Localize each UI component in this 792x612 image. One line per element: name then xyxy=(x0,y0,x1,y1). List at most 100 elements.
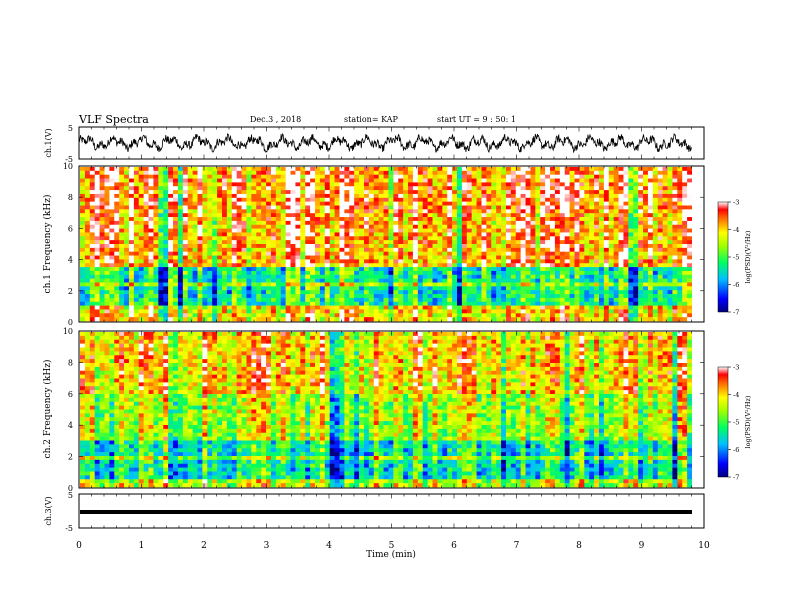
spectrogram-cell xyxy=(143,167,149,172)
spectrogram-cell xyxy=(471,209,477,214)
spectrogram-cell xyxy=(471,167,477,172)
spectrogram-cell xyxy=(515,282,521,287)
spectrogram-cell xyxy=(300,240,306,245)
spectrogram-cell xyxy=(520,178,526,183)
spectrogram-cell xyxy=(305,167,311,172)
spectrogram-cell xyxy=(471,193,477,199)
spectrogram-cell xyxy=(285,247,291,252)
spectrogram-cell xyxy=(623,270,629,276)
spectrogram-cell xyxy=(452,167,458,172)
spectrogram-cell xyxy=(466,263,472,268)
spectrogram-cell xyxy=(324,263,330,268)
spectrogram-cell xyxy=(574,232,580,237)
spectrogram-cell xyxy=(251,301,257,306)
spectrogram-cell xyxy=(559,274,566,279)
spectrogram-cell xyxy=(584,220,590,226)
spectrogram-cell xyxy=(339,174,345,179)
spectrogram-cell xyxy=(168,228,174,233)
spectrogram-cell xyxy=(270,224,277,229)
spectrogram-cell xyxy=(378,282,384,287)
spectrogram-cell xyxy=(643,167,649,172)
spectrogram-cell xyxy=(594,220,600,226)
spectrogram-cell xyxy=(226,236,233,241)
spectrogram-cell xyxy=(618,201,624,206)
spectrogram-cell xyxy=(368,213,375,218)
spectrogram-cell xyxy=(251,305,257,310)
spectrogram-cell xyxy=(158,217,164,222)
spectrogram-cell xyxy=(584,274,590,279)
spectrogram-cell xyxy=(158,297,164,303)
spectrogram-cell xyxy=(657,224,663,229)
spectrogram-cell xyxy=(270,217,277,222)
spectrogram-cell xyxy=(104,193,110,199)
spectrogram-cell xyxy=(417,255,424,260)
spectrogram-cell xyxy=(520,270,526,276)
spectrogram-cell xyxy=(197,174,203,179)
spectrogram-cell xyxy=(417,297,424,303)
spectrogram-cell xyxy=(540,274,546,279)
spectrogram-cell xyxy=(584,313,590,318)
spectrogram-cell xyxy=(354,193,360,199)
spectrogram-cell xyxy=(280,232,286,237)
spectrogram-cell xyxy=(231,297,237,303)
spectrogram-cell xyxy=(647,224,654,229)
spectrogram-cell xyxy=(168,178,174,183)
spectrogram-cell xyxy=(618,186,624,191)
spectrogram-cell xyxy=(633,294,639,299)
spectrogram-cell xyxy=(221,290,228,295)
spectrogram-cell xyxy=(138,301,144,306)
spectrogram-cell xyxy=(119,270,125,276)
spectrogram-cell xyxy=(275,190,282,195)
spectrogram-cell xyxy=(378,205,384,210)
spectrogram-cell xyxy=(677,240,683,245)
spectrogram-cell xyxy=(393,251,399,256)
spectrogram-cell xyxy=(466,170,472,175)
spectrogram-cell xyxy=(246,205,252,210)
spectrogram-cell xyxy=(505,251,512,256)
spectrogram-cell xyxy=(476,186,482,191)
spectrogram-cell xyxy=(315,209,321,214)
spectrogram-cell xyxy=(168,232,174,237)
spectrogram-cell xyxy=(173,309,179,314)
spectrogram-cell xyxy=(383,267,389,272)
spectrogram-cell xyxy=(354,213,360,218)
spectrogram-cell xyxy=(466,282,472,287)
spectrogram-cell xyxy=(310,294,316,299)
spectrogram-cell xyxy=(662,244,668,249)
spectrogram-cell xyxy=(212,217,218,222)
spectrogram-cell xyxy=(153,301,159,306)
spectrogram-cell xyxy=(319,274,326,279)
spectrogram-cell xyxy=(94,232,100,237)
spectrogram-cell xyxy=(422,244,428,249)
spectrogram-cell xyxy=(628,170,634,175)
spectrogram-cell xyxy=(207,224,213,229)
spectrogram-cell xyxy=(550,297,556,303)
spectrogram-cell xyxy=(251,255,257,260)
spectrogram-cell xyxy=(608,297,614,303)
spectrogram-cell xyxy=(202,178,208,183)
spectrogram-cell xyxy=(491,259,497,264)
spectrogram-cell xyxy=(241,224,247,229)
spectrogram-cell xyxy=(623,205,629,210)
spectrogram-cell xyxy=(486,301,492,306)
spectrogram-cell xyxy=(461,190,468,195)
spectrogram-cell xyxy=(545,236,551,241)
spectrogram-cell xyxy=(373,224,379,229)
spectrogram-cell xyxy=(505,244,512,249)
spectrogram-cell xyxy=(442,197,448,202)
spectrogram-cell xyxy=(207,190,213,195)
spectrogram-cell xyxy=(486,278,492,283)
spectrogram-cell xyxy=(285,259,291,264)
spectrogram-cell xyxy=(339,270,345,276)
spectrogram-cell xyxy=(417,209,424,214)
spectrogram-cell xyxy=(667,294,673,299)
spectrogram-cell xyxy=(417,244,424,249)
spectrogram-cell xyxy=(319,182,326,187)
spectrogram-cell xyxy=(128,263,135,268)
spectrogram-cell xyxy=(652,170,659,175)
spectrogram-cell xyxy=(138,197,144,202)
spectrogram-cell xyxy=(559,305,566,310)
spectrogram-cell xyxy=(559,182,566,187)
spectrogram-cell xyxy=(427,305,433,310)
spectrogram-cell xyxy=(388,217,394,222)
